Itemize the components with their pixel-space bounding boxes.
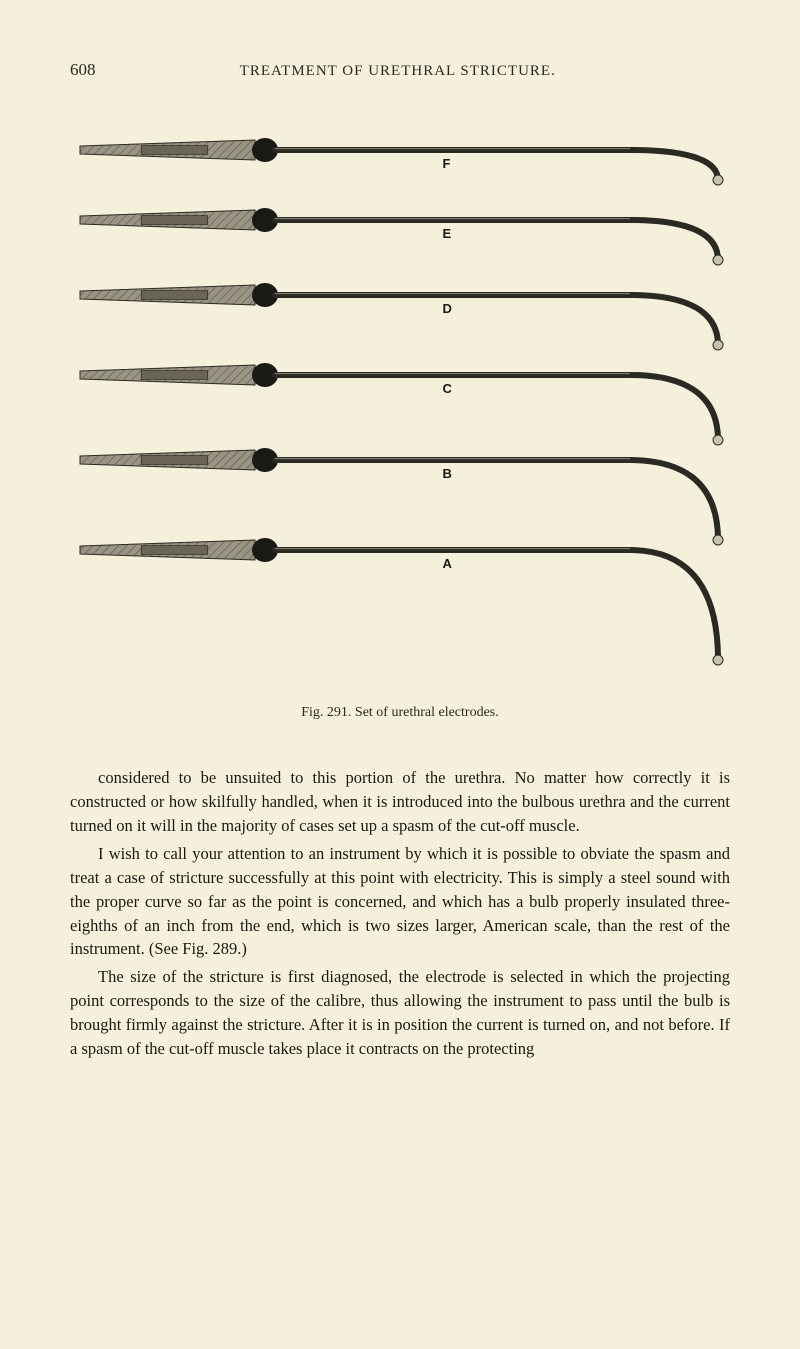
page-header: 608 TREATMENT OF URETHRAL STRICTURE. [70,60,730,80]
page-number: 608 [70,60,96,80]
electrode-label-f: F [443,156,451,171]
figure-electrodes: F E D C B A [70,110,730,675]
electrode-label-b: B [443,466,452,481]
electrode-label-d: D [443,301,452,316]
paragraph: I wish to call your attention to an inst… [70,842,730,962]
body-text: considered to be unsuited to this portio… [70,766,730,1061]
running-title: TREATMENT OF URETHRAL STRICTURE. [240,63,556,80]
paragraph: considered to be unsuited to this portio… [70,766,730,838]
figure-caption: Fig. 291. Set of urethral electrodes. [70,705,730,721]
electrode-set-diagram: F E D C B A [70,110,730,670]
electrode-label-e: E [443,226,452,241]
electrode-label-a: A [443,556,453,571]
electrode-label-c: C [443,381,453,396]
paragraph: The size of the stricture is first diagn… [70,965,730,1061]
page: 608 TREATMENT OF URETHRAL STRICTURE. F E D… [0,0,800,1349]
